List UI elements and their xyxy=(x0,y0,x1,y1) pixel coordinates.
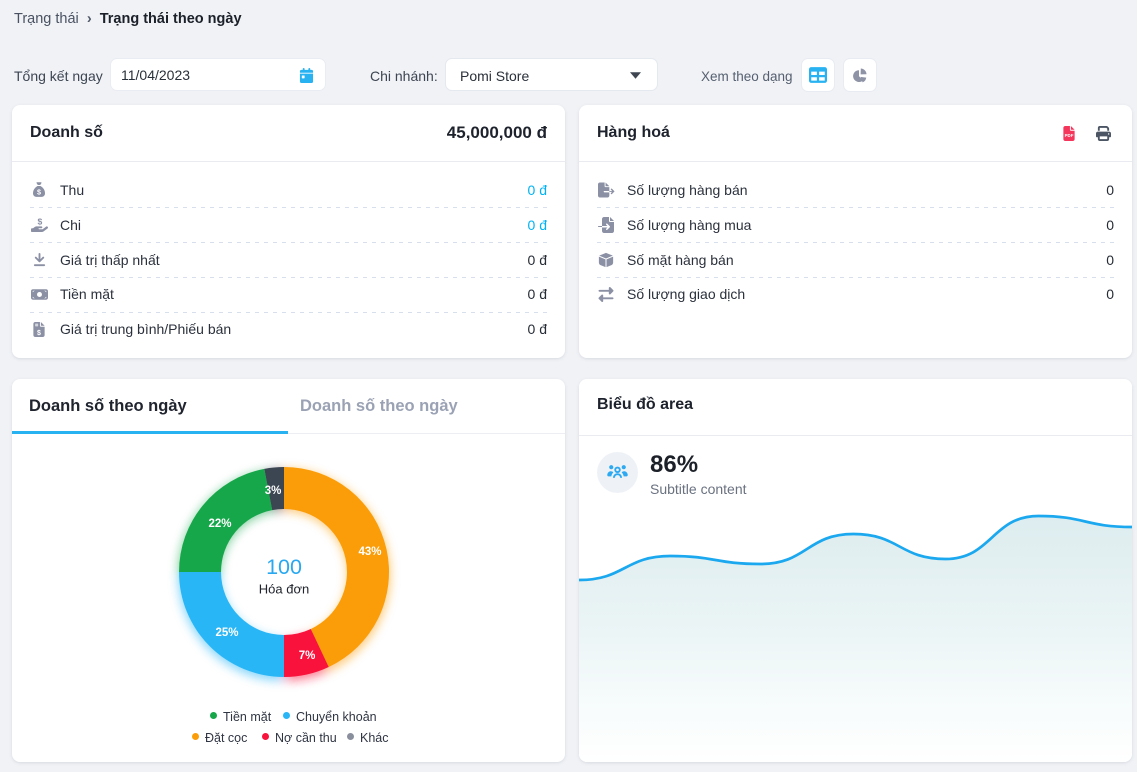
svg-text:$: $ xyxy=(37,217,42,227)
svg-text:$: $ xyxy=(37,188,41,196)
svg-text:22%: 22% xyxy=(208,518,231,530)
svg-text:PDF: PDF xyxy=(1065,133,1074,138)
svg-text:$: $ xyxy=(37,329,41,336)
svg-text:25%: 25% xyxy=(215,627,238,639)
svg-text:3%: 3% xyxy=(265,485,282,497)
svg-text:43%: 43% xyxy=(358,546,381,558)
svg-text:100: 100 xyxy=(266,555,302,579)
svg-text:Hóa đơn: Hóa đơn xyxy=(259,582,309,597)
svg-text:7%: 7% xyxy=(299,650,316,662)
